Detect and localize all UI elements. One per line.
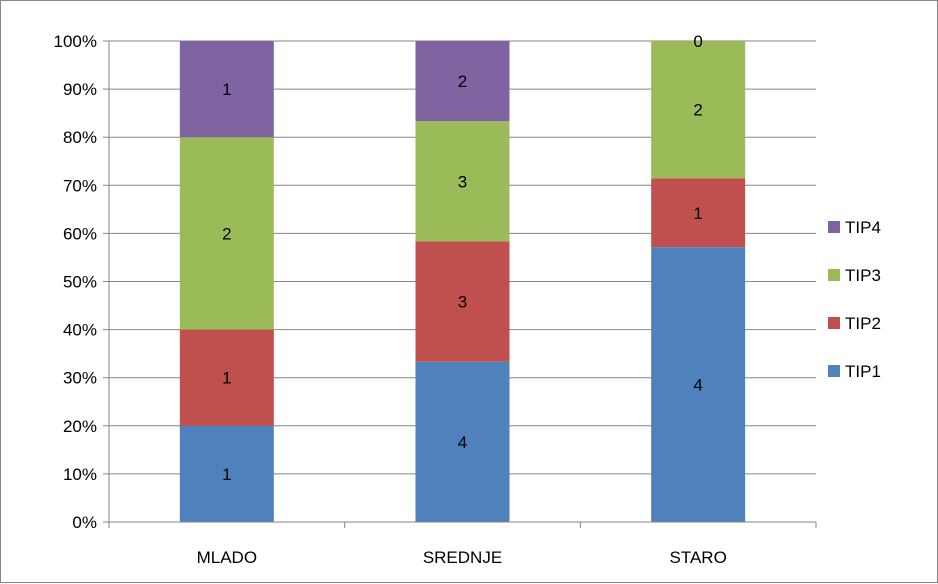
- legend-swatch: [828, 221, 840, 233]
- legend-label: TIP1: [845, 362, 881, 381]
- legend-swatch: [828, 317, 840, 329]
- data-label: 2: [458, 72, 467, 91]
- bars: 1 1 2 1 4 3 3 2 4 1 2 0: [179, 32, 746, 522]
- data-label: 4: [458, 433, 467, 452]
- bar-segment: [415, 361, 510, 522]
- bar-segment: [179, 329, 274, 426]
- data-label: 0: [693, 32, 702, 51]
- y-tick-label: 60%: [63, 224, 97, 243]
- y-tick-label: 10%: [63, 465, 97, 484]
- bar-segment: [651, 247, 746, 522]
- data-label: 2: [693, 101, 702, 120]
- bar-segment: [415, 241, 510, 362]
- y-tick-label: 80%: [63, 128, 97, 147]
- y-tick-label: 70%: [63, 176, 97, 195]
- data-label: 2: [222, 224, 231, 243]
- y-tick-label: 90%: [63, 80, 97, 99]
- bar-segment: [415, 41, 510, 122]
- legend-label: TIP2: [845, 314, 881, 333]
- bar-segment: [415, 121, 510, 242]
- data-label: 1: [222, 80, 231, 99]
- data-label: 1: [222, 465, 231, 484]
- y-tick-label: 20%: [63, 417, 97, 436]
- data-label: 1: [693, 204, 702, 223]
- bar-segment: [179, 137, 274, 330]
- data-label: 3: [458, 293, 467, 312]
- y-tick-label: 100%: [54, 32, 97, 51]
- y-tick-label: 40%: [63, 321, 97, 340]
- legend: TIP4 TIP3 TIP2 TIP1: [828, 218, 881, 381]
- bar-segment: [179, 41, 274, 138]
- data-label: 4: [693, 376, 702, 395]
- x-tick-label: STARO: [670, 548, 727, 567]
- axes: 0% 10% 20% 30% 40% 50% 60% 70% 80% 90% 100% MLADO SR…: [54, 32, 817, 567]
- bar-segment: [179, 425, 274, 522]
- x-tick-label: MLADO: [197, 548, 257, 567]
- data-label: 1: [222, 369, 231, 388]
- legend-swatch: [828, 269, 840, 281]
- legend-swatch: [828, 365, 840, 377]
- y-tick-label: 0%: [72, 513, 97, 532]
- bar-segment: [651, 178, 746, 248]
- y-tick-label: 30%: [63, 369, 97, 388]
- legend-label: TIP4: [845, 218, 881, 237]
- y-tick-label: 50%: [63, 273, 97, 292]
- x-tick-label: SREDNJE: [423, 548, 502, 567]
- data-label: 3: [458, 172, 467, 191]
- bar-segment: [651, 41, 746, 179]
- legend-label: TIP3: [845, 266, 881, 285]
